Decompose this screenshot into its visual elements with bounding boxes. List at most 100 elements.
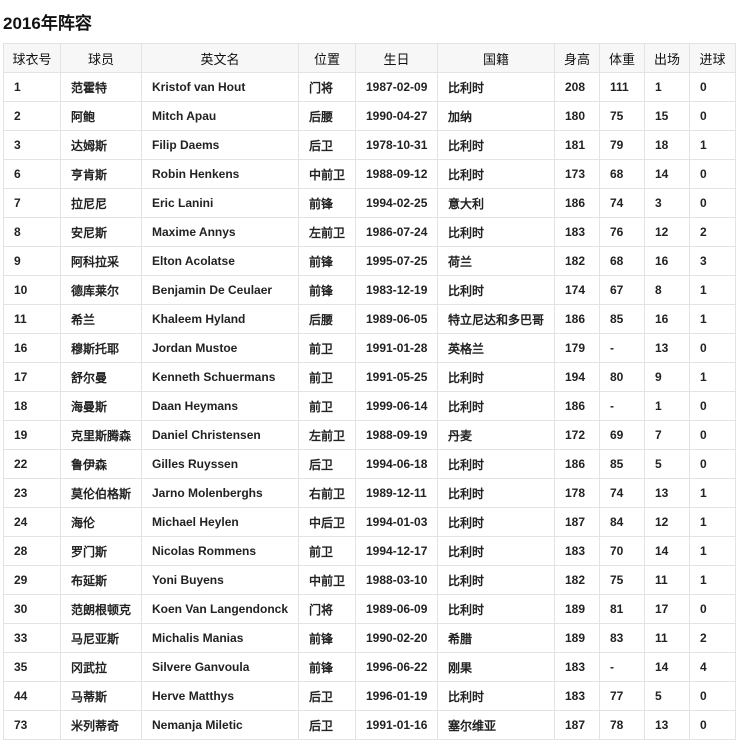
cell-english-name: Koen Van Langendonck [141,594,299,624]
cell-appearances: 8 [644,275,690,305]
cell-nationality: 塞尔维亚 [437,710,555,740]
cell-birthday: 1996-06-22 [355,652,438,682]
cell-birthday: 1991-01-16 [355,710,438,740]
cell-player: 亨肯斯 [60,159,142,189]
cell-english-name: Kristof van Hout [141,72,299,102]
cell-english-name: Daan Heymans [141,391,299,421]
cell-english-name: Yoni Buyens [141,565,299,595]
table-row: 17 舒尔曼 Kenneth Schuermans 前卫 1991-05-25 比利时 19… [3,362,736,392]
cell-weight: 70 [599,536,645,566]
column-header-nationality: 国籍 [437,43,555,73]
cell-appearances: 11 [644,565,690,595]
cell-appearances: 12 [644,217,690,247]
cell-birthday: 1994-06-18 [355,449,438,479]
table-row: 22 鲁伊森 Gilles Ruyssen 后卫 1994-06-18 比利时 186 85 5… [3,449,736,479]
table-row: 28 罗门斯 Nicolas Rommens 前卫 1994-12-17 比利时 183 70… [3,536,736,566]
squad-table: 球衣号 球员 英文名 位置 生日 国籍 身高 体重 出场 进球 1 范霍特 Kristof van H… [3,43,736,740]
cell-nationality: 刚果 [437,652,555,682]
cell-english-name: Maxime Annys [141,217,299,247]
cell-player: 克里斯腾森 [60,420,142,450]
cell-player: 海伦 [60,507,142,537]
cell-height: 182 [554,246,600,276]
cell-birthday: 1991-05-25 [355,362,438,392]
table-row: 35 冈武拉 Silvere Ganvoula 前锋 1996-06-22 刚果 183-1… [3,652,736,682]
cell-appearances: 13 [644,333,690,363]
cell-english-name: Herve Matthys [141,681,299,711]
table-row: 30 范朗根顿克 Koen Van Langendonck 门将 1989-06-09 比… [3,594,736,624]
cell-birthday: 1989-12-11 [355,478,438,508]
table-row: 16 穆斯托耶 Jordan Mustoe 前卫 1991-01-28 英格兰 179-13… [3,333,736,363]
cell-weight: 68 [599,159,645,189]
cell-nationality: 比利时 [437,478,555,508]
cell-appearances: 18 [644,130,690,160]
cell-goals: 1 [689,507,736,537]
cell-goals: 2 [689,623,736,653]
cell-number: 10 [3,275,61,305]
table-body: 1 范霍特 Kristof van Hout 门将 1987-02-09 比利时 208 11… [3,72,736,740]
cell-birthday: 1988-09-12 [355,159,438,189]
table-header-row: 球衣号 球员 英文名 位置 生日 国籍 身高 体重 出场 进球 [3,43,736,73]
cell-nationality: 特立尼达和多巴哥 [437,304,555,334]
cell-goals: 1 [689,565,736,595]
cell-birthday: 1989-06-05 [355,304,438,334]
table-row: 44 马蒂斯 Herve Matthys 后卫 1996-01-19 比利时 183 77 5 0 [3,681,736,711]
table-row: 73 米列蒂奇 Nemanja Miletic 后卫 1991-01-16 塞尔维亚 187… [3,710,736,740]
cell-goals: 0 [689,420,736,450]
table-row: 10 德库莱尔 Benjamin De Ceulaer 前锋 1983-12-19 比利时… [3,275,736,305]
cell-position: 门将 [298,594,356,624]
cell-english-name: Elton Acolatse [141,246,299,276]
cell-position: 前锋 [298,275,356,305]
cell-height: 183 [554,217,600,247]
cell-weight: 77 [599,681,645,711]
cell-goals: 0 [689,391,736,421]
cell-number: 1 [3,72,61,102]
cell-number: 11 [3,304,61,334]
cell-english-name: Silvere Ganvoula [141,652,299,682]
cell-number: 7 [3,188,61,218]
cell-nationality: 比利时 [437,72,555,102]
cell-number: 44 [3,681,61,711]
cell-height: 186 [554,391,600,421]
column-header-appearances: 出场 [644,43,690,73]
cell-english-name: Daniel Christensen [141,420,299,450]
cell-player: 米列蒂奇 [60,710,142,740]
cell-appearances: 11 [644,623,690,653]
cell-position: 中后卫 [298,507,356,537]
cell-english-name: Nemanja Miletic [141,710,299,740]
cell-player: 达姆斯 [60,130,142,160]
cell-player: 阿鲍 [60,101,142,131]
cell-birthday: 1988-03-10 [355,565,438,595]
cell-goals: 0 [689,188,736,218]
table-row: 19 克里斯腾森 Daniel Christensen 左前卫 1988-09-19 丹麦… [3,420,736,450]
cell-goals: 1 [689,275,736,305]
cell-goals: 1 [689,130,736,160]
cell-goals: 2 [689,217,736,247]
cell-number: 19 [3,420,61,450]
cell-player: 拉尼尼 [60,188,142,218]
column-header-player: 球员 [60,43,142,73]
cell-number: 9 [3,246,61,276]
cell-appearances: 14 [644,536,690,566]
column-header-english-name: 英文名 [141,43,299,73]
cell-appearances: 16 [644,304,690,334]
table-row: 24 海伦 Michael Heylen 中后卫 1994-01-03 比利时 187 84 1… [3,507,736,537]
cell-player: 希兰 [60,304,142,334]
cell-position: 后卫 [298,681,356,711]
cell-appearances: 1 [644,391,690,421]
cell-goals: 3 [689,246,736,276]
cell-number: 6 [3,159,61,189]
table-row: 2 阿鲍 Mitch Apau 后腰 1990-04-27 加纳 180 75 15 0 [3,101,736,131]
cell-player: 穆斯托耶 [60,333,142,363]
cell-number: 17 [3,362,61,392]
cell-height: 183 [554,652,600,682]
cell-appearances: 14 [644,159,690,189]
cell-number: 22 [3,449,61,479]
cell-height: 187 [554,710,600,740]
cell-goals: 0 [689,333,736,363]
cell-position: 后腰 [298,304,356,334]
cell-english-name: Khaleem Hyland [141,304,299,334]
cell-appearances: 13 [644,710,690,740]
cell-position: 中前卫 [298,159,356,189]
cell-appearances: 12 [644,507,690,537]
cell-position: 后卫 [298,130,356,160]
